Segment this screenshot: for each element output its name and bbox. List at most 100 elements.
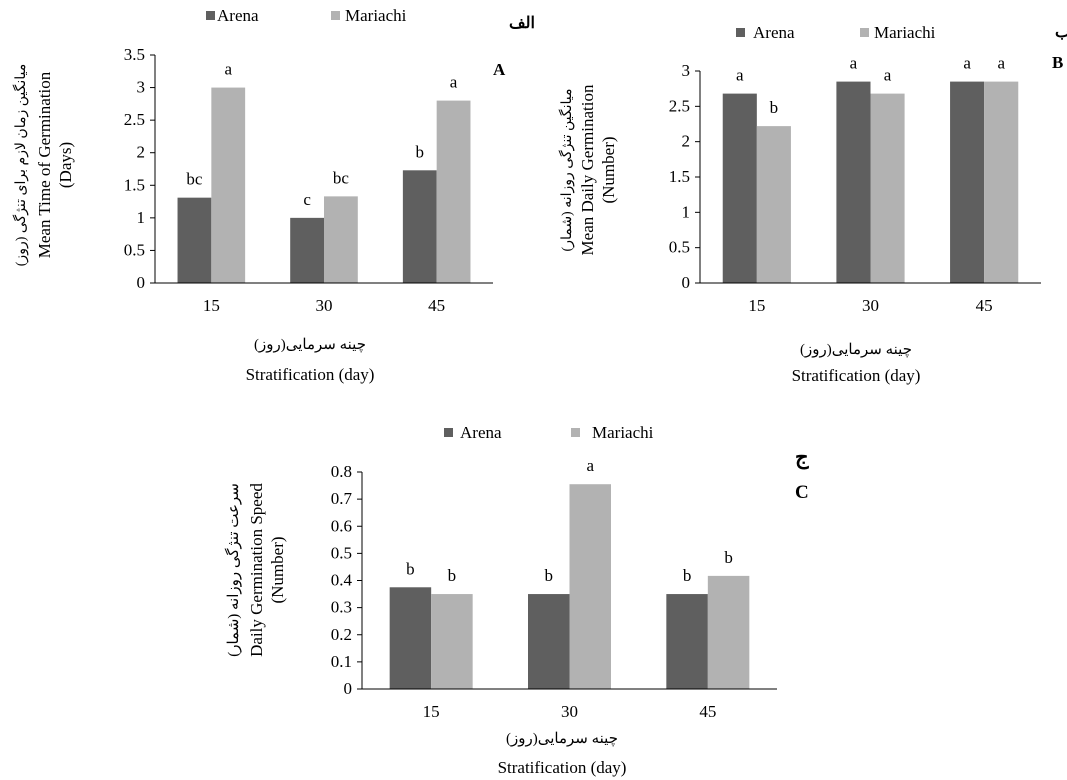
legend-label-arena: Arena bbox=[753, 23, 795, 42]
legend: Arena Mariachi bbox=[736, 23, 936, 42]
y-tick-label: 0 bbox=[344, 679, 353, 698]
y-tick-label: 2.5 bbox=[124, 110, 145, 129]
significance-letter: a bbox=[736, 66, 744, 85]
bar-arena-45 bbox=[666, 594, 708, 689]
y-tick-label: 0 bbox=[682, 273, 691, 292]
significance-letter: b bbox=[770, 98, 779, 117]
y-axis-label: Mean Time of Germination bbox=[35, 71, 54, 258]
chart-panel-c: Arena Mariachi ج C سرعت تنژگی روزانه (شم… bbox=[224, 423, 809, 777]
bar-arena-15 bbox=[722, 93, 757, 283]
bar-arena-45 bbox=[950, 81, 985, 283]
y-tick-label: 0.2 bbox=[331, 625, 352, 644]
y-axis-unit: (Days) bbox=[56, 142, 75, 188]
significance-letter: a bbox=[997, 54, 1005, 73]
bar-mariachi-45 bbox=[436, 100, 471, 283]
legend-swatch-mariachi bbox=[860, 28, 869, 37]
significance-letter: c bbox=[303, 190, 311, 209]
legend-label-arena: Arena bbox=[217, 6, 259, 25]
y-tick-label: 2.5 bbox=[669, 96, 690, 115]
legend-swatch-arena bbox=[736, 28, 745, 37]
x-tick-label: 15 bbox=[748, 296, 765, 315]
x-axis-label: Stratification (day) bbox=[498, 758, 627, 777]
significance-letter: a bbox=[450, 73, 458, 92]
x-axis-label-fa: چینه سرمایی(روز) bbox=[506, 731, 618, 747]
legend-label-mariachi: Mariachi bbox=[345, 6, 407, 25]
y-tick-label: 0.5 bbox=[331, 543, 352, 562]
x-tick-label: 15 bbox=[423, 702, 440, 721]
y-axis-label-fa: سرعت تنژگی روزانه (شمار) bbox=[224, 483, 242, 657]
x-tick-label: 30 bbox=[316, 296, 333, 315]
panel-label-fa: ب bbox=[1055, 24, 1067, 41]
bar-arena-45 bbox=[402, 170, 437, 283]
legend-swatch-arena bbox=[444, 428, 453, 437]
bar-mariachi-30 bbox=[569, 484, 611, 689]
x-axis-label-fa: چینه سرمایی(روز) bbox=[254, 337, 366, 353]
y-tick-label: 1 bbox=[682, 202, 691, 221]
y-tick-label: 3 bbox=[137, 78, 146, 97]
chart-panel-b: Arena Mariachi ب B میانگین تنژگی روزانه … bbox=[558, 23, 1067, 385]
panel-label-en: B bbox=[1052, 53, 1063, 72]
x-tick-label: 30 bbox=[561, 702, 578, 721]
legend-swatch-arena bbox=[206, 11, 215, 20]
legend-label-arena: Arena bbox=[460, 423, 502, 442]
plot-area: 0 0.1 0.2 0.3 0.4 0.5 0.6 0.7 0.8 b b b b a b 15 30 45 bbox=[331, 456, 777, 721]
significance-letter: b bbox=[545, 566, 554, 585]
y-tick-label: 1 bbox=[137, 208, 146, 227]
y-tick-label: 2 bbox=[137, 143, 146, 162]
significance-letter: b bbox=[448, 566, 457, 585]
significance-letter: a bbox=[963, 54, 971, 73]
significance-letter: a bbox=[586, 456, 594, 475]
plot-area: 0 0.5 1 1.5 2 2.5 3 3.5 bc c b a bc a 15 30 45 bbox=[124, 45, 493, 315]
y-tick-label: 0.3 bbox=[331, 598, 352, 617]
significance-letter: a bbox=[224, 60, 232, 79]
y-tick-label: 0.1 bbox=[331, 652, 352, 671]
legend: Arena Mariachi bbox=[444, 423, 654, 442]
legend-swatch-mariachi bbox=[331, 11, 340, 20]
bar-mariachi-15 bbox=[211, 87, 246, 283]
y-axis-label-fa: میانگین زمان لازم برای تنژگی (روز) bbox=[12, 64, 29, 266]
x-tick-label: 45 bbox=[699, 702, 716, 721]
y-axis-label: Mean Daily Germination bbox=[578, 84, 597, 255]
significance-letter: a bbox=[850, 54, 858, 73]
x-axis-label: Stratification (day) bbox=[246, 365, 375, 384]
significance-letter: b bbox=[416, 142, 425, 161]
bar-mariachi-30 bbox=[870, 93, 905, 283]
bar-mariachi-15 bbox=[756, 126, 791, 284]
legend: Arena Mariachi bbox=[206, 6, 407, 25]
legend-label-mariachi: Mariachi bbox=[874, 23, 936, 42]
y-tick-label: 3.5 bbox=[124, 45, 145, 64]
x-tick-label: 45 bbox=[428, 296, 445, 315]
y-tick-label: 0.5 bbox=[124, 240, 145, 259]
y-tick-label: 0.8 bbox=[331, 462, 352, 481]
bar-arena-30 bbox=[528, 594, 570, 689]
panel-label-fa: ج bbox=[795, 445, 809, 470]
bar-arena-30 bbox=[290, 217, 324, 283]
significance-letter: b bbox=[406, 559, 415, 578]
significance-letter: bc bbox=[333, 168, 350, 187]
y-tick-label: 1.5 bbox=[124, 175, 145, 194]
y-tick-label: 0.6 bbox=[331, 516, 352, 535]
chart-panel-a: Arena Mariachi الف A میانگین زمان لازم ب… bbox=[12, 6, 535, 384]
x-axis-label-fa: چینه سرمایی(روز) bbox=[800, 342, 912, 358]
y-tick-label: 2 bbox=[682, 132, 691, 151]
significance-letter: a bbox=[884, 66, 892, 85]
bar-arena-15 bbox=[177, 197, 212, 283]
x-axis-label: Stratification (day) bbox=[792, 366, 921, 385]
legend-label-mariachi: Mariachi bbox=[592, 423, 654, 442]
x-tick-label: 15 bbox=[203, 296, 220, 315]
y-axis-unit: (Number) bbox=[599, 136, 618, 203]
plot-area: 0 0.5 1 1.5 2 2.5 3 a a a b a a 15 30 45 bbox=[669, 54, 1041, 315]
significance-letter: b bbox=[724, 548, 733, 567]
y-tick-label: 0.4 bbox=[331, 571, 353, 590]
bar-arena-15 bbox=[389, 587, 432, 689]
bar-mariachi-30 bbox=[324, 196, 358, 283]
y-axis-unit: (Number) bbox=[268, 536, 287, 603]
panel-label-en: C bbox=[795, 482, 809, 503]
bar-arena-30 bbox=[836, 81, 871, 283]
bar-mariachi-45 bbox=[707, 575, 750, 689]
y-tick-label: 3 bbox=[682, 61, 691, 80]
y-axis-label-fa: میانگین تنژگی روزانه (شمار) bbox=[558, 89, 575, 252]
x-tick-label: 30 bbox=[862, 296, 879, 315]
y-tick-label: 0 bbox=[137, 273, 146, 292]
legend-swatch-mariachi bbox=[571, 428, 580, 437]
